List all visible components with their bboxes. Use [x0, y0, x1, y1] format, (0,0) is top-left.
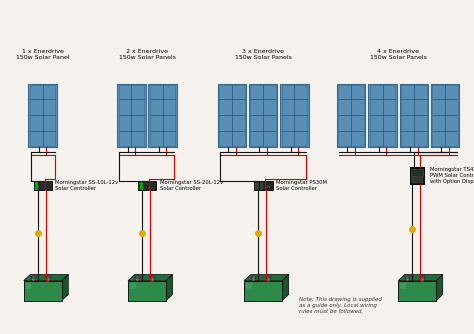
Bar — [30, 85, 55, 146]
Text: 2 x Enerdrive
150w Solar Panels: 2 x Enerdrive 150w Solar Panels — [118, 49, 175, 60]
Bar — [406, 277, 409, 281]
Bar — [370, 85, 395, 146]
Text: Morningstar PS30M
Solar Controller: Morningstar PS30M Solar Controller — [276, 180, 328, 191]
Bar — [411, 169, 423, 176]
Polygon shape — [166, 275, 173, 301]
Bar — [138, 181, 156, 190]
Bar — [282, 85, 307, 146]
Bar — [117, 84, 146, 147]
Polygon shape — [398, 275, 443, 281]
Polygon shape — [244, 275, 289, 281]
Bar — [26, 283, 31, 289]
Bar — [252, 277, 255, 281]
Polygon shape — [436, 275, 443, 301]
Bar — [32, 277, 35, 281]
Bar — [254, 181, 273, 190]
Bar — [338, 85, 364, 146]
Bar — [246, 283, 252, 289]
Bar — [135, 276, 140, 278]
Bar — [401, 85, 427, 146]
Bar — [400, 283, 406, 289]
Bar — [148, 84, 177, 147]
Bar — [34, 181, 52, 190]
Bar — [46, 276, 51, 278]
Bar — [410, 167, 424, 184]
Bar — [28, 84, 57, 147]
Text: Morningstar SS-20L-12v
Solar Controller: Morningstar SS-20L-12v Solar Controller — [160, 180, 223, 191]
Bar — [31, 276, 36, 278]
Polygon shape — [24, 275, 68, 281]
Text: 1 x Enerdrive
150w Solar Panel: 1 x Enerdrive 150w Solar Panel — [16, 49, 70, 60]
Bar — [218, 84, 246, 147]
Bar — [130, 283, 136, 289]
Bar — [421, 277, 424, 281]
Bar — [411, 177, 423, 183]
Text: Note: This drawing is supplied
as a guide only. Local wiring
rules must be follo: Note: This drawing is supplied as a guid… — [299, 297, 382, 314]
Text: Morningstar SS-10L-12v
Solar Controller: Morningstar SS-10L-12v Solar Controller — [55, 180, 118, 191]
Bar — [400, 84, 428, 147]
Bar — [144, 182, 155, 189]
Bar — [251, 276, 256, 278]
Bar — [136, 277, 139, 281]
Bar — [432, 85, 458, 146]
Bar — [39, 182, 51, 189]
Bar — [128, 281, 166, 301]
Bar — [337, 84, 365, 147]
Bar — [250, 85, 276, 146]
Bar — [35, 182, 38, 189]
Bar — [266, 276, 271, 278]
Bar — [280, 84, 309, 147]
Bar — [24, 281, 62, 301]
Bar — [150, 85, 175, 146]
Text: 3 x Enerdrive
150w Solar Panels: 3 x Enerdrive 150w Solar Panels — [235, 49, 292, 60]
Bar — [255, 183, 263, 189]
Bar — [139, 182, 143, 189]
Bar — [267, 277, 270, 281]
Bar — [244, 281, 282, 301]
Bar — [431, 84, 459, 147]
Bar — [47, 277, 50, 281]
Polygon shape — [62, 275, 68, 301]
Polygon shape — [128, 275, 173, 281]
Bar — [368, 84, 397, 147]
Bar — [420, 276, 425, 278]
Bar — [249, 84, 277, 147]
Bar — [269, 186, 270, 188]
Bar — [405, 276, 410, 278]
Text: Morningstar TS45
PWM Solar Controller
with Option Display: Morningstar TS45 PWM Solar Controller wi… — [430, 167, 474, 184]
Bar — [267, 186, 268, 188]
Bar — [151, 277, 154, 281]
Polygon shape — [282, 275, 289, 301]
Bar — [219, 85, 245, 146]
Bar — [118, 85, 144, 146]
Bar — [398, 281, 436, 301]
Text: 4 x Enerdrive
150w Solar Panels: 4 x Enerdrive 150w Solar Panels — [370, 49, 427, 60]
Bar — [150, 276, 155, 278]
Bar — [265, 186, 266, 188]
